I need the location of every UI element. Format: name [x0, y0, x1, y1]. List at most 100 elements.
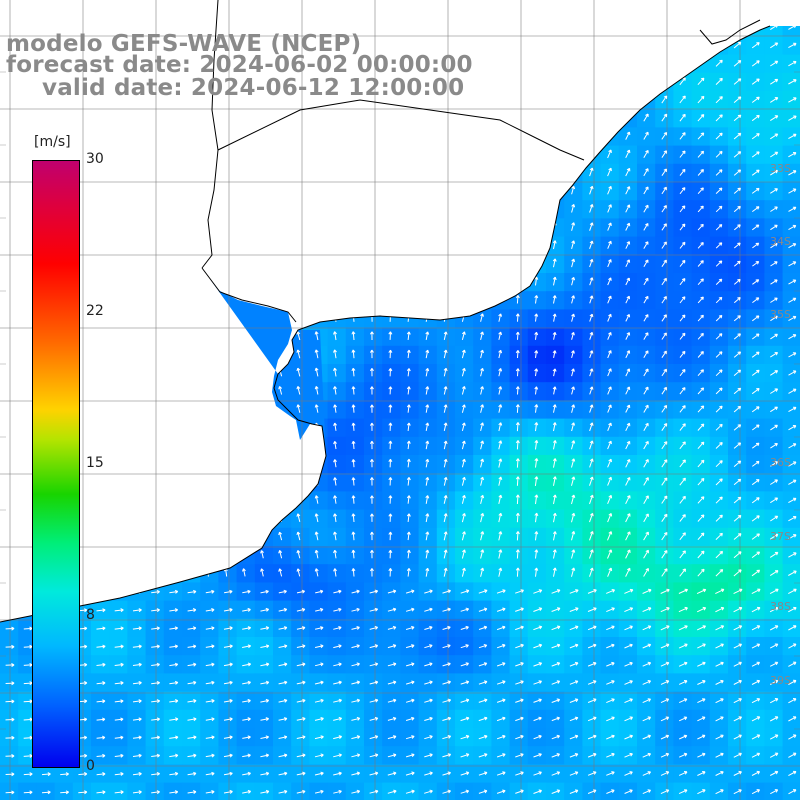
field-cell	[618, 418, 638, 438]
wind-arrow	[661, 113, 668, 122]
wind-arrow	[6, 422, 11, 432]
wind-arrow	[314, 240, 319, 250]
wind-arrow	[460, 771, 470, 776]
wind-arrow	[589, 277, 594, 286]
wind-arrow	[770, 97, 779, 103]
wind-arrow	[114, 717, 124, 722]
wind-arrow	[478, 607, 488, 612]
field-cell	[436, 564, 456, 583]
field-cell	[163, 218, 183, 238]
wind-arrow	[23, 753, 33, 758]
wind-arrow	[278, 203, 283, 213]
field-cell	[127, 327, 147, 347]
wind-arrow	[770, 370, 779, 376]
wind-arrow	[116, 349, 120, 359]
wind-arrow	[387, 589, 397, 594]
field-cell	[691, 291, 711, 310]
wind-arrow	[679, 259, 686, 267]
field-cell	[0, 345, 19, 365]
wind-arrow	[679, 350, 686, 358]
wind-arrow	[770, 424, 778, 431]
field-cell	[509, 182, 529, 201]
field-cell	[127, 109, 147, 128]
wind-arrow	[6, 131, 11, 140]
wind-arrow	[351, 607, 360, 612]
field-cell	[91, 582, 110, 602]
field-cell	[400, 782, 420, 800]
wind-arrow	[715, 532, 723, 540]
field-cell	[546, 91, 565, 110]
wind-arrow	[151, 589, 160, 594]
wind-arrow	[369, 294, 374, 304]
wind-arrow	[678, 643, 688, 649]
wind-arrow	[552, 258, 557, 268]
wind-arrow	[333, 568, 337, 577]
wind-arrow	[223, 495, 228, 504]
wind-arrow	[5, 699, 15, 704]
wind-arrow	[606, 643, 615, 649]
field-cell	[509, 127, 529, 147]
field-cell	[327, 382, 347, 401]
wind-arrow	[388, 294, 393, 304]
wind-arrow	[751, 479, 760, 486]
field-cell	[655, 546, 674, 565]
field-cell	[418, 382, 438, 401]
field-cell	[345, 273, 365, 292]
wind-arrow	[788, 461, 797, 467]
wind-arrow	[205, 294, 210, 304]
wind-arrow	[314, 789, 324, 794]
wind-arrow	[460, 698, 470, 703]
wind-arrow	[697, 568, 705, 577]
field-cell	[637, 491, 656, 511]
field-cell	[55, 0, 74, 19]
wind-arrow	[607, 240, 612, 249]
wind-arrow	[551, 625, 561, 631]
wind-arrow	[643, 204, 649, 213]
field-cell	[600, 546, 620, 565]
wind-arrow	[498, 368, 503, 377]
wind-arrow	[733, 224, 741, 231]
field-cell	[0, 218, 19, 238]
wind-arrow	[369, 131, 374, 140]
wind-arrow	[187, 717, 197, 722]
wind-arrow	[607, 368, 612, 377]
field-cell	[618, 309, 638, 329]
field-cell	[73, 0, 92, 19]
wind-arrow	[97, 549, 102, 559]
wind-arrow	[661, 531, 668, 541]
field-cell	[618, 182, 638, 201]
field-cell	[419, 0, 438, 19]
field-cell	[236, 273, 256, 292]
field-cell	[673, 0, 692, 19]
wind-arrow	[733, 260, 741, 267]
wind-arrow	[369, 203, 374, 213]
wind-arrow	[369, 386, 374, 395]
wind-arrow	[152, 440, 157, 450]
field-cell	[618, 291, 638, 310]
field-cell	[618, 364, 638, 383]
wind-arrow	[770, 78, 779, 85]
wind-arrow	[478, 753, 488, 758]
wind-arrow	[314, 276, 319, 286]
field-cell	[236, 382, 256, 401]
field-cell	[655, 455, 674, 474]
wind-arrow	[170, 531, 175, 541]
field-cell	[145, 273, 165, 292]
wind-arrow	[6, 313, 11, 322]
wind-arrow	[260, 735, 270, 740]
field-cell	[400, 364, 420, 383]
field-cell	[527, 36, 547, 56]
wind-arrow	[788, 425, 797, 431]
wind-arrow	[589, 240, 594, 249]
wind-arrow	[715, 59, 723, 67]
wind-arrow	[551, 789, 561, 794]
wind-arrow	[697, 550, 705, 559]
field-cell	[546, 364, 565, 383]
wind-arrow	[333, 386, 337, 395]
wind-arrow	[241, 513, 246, 523]
wind-arrow	[643, 26, 649, 31]
wind-arrow	[624, 661, 633, 667]
wind-arrow	[296, 626, 306, 630]
wind-arrow	[96, 717, 106, 722]
field-cell	[509, 564, 529, 583]
